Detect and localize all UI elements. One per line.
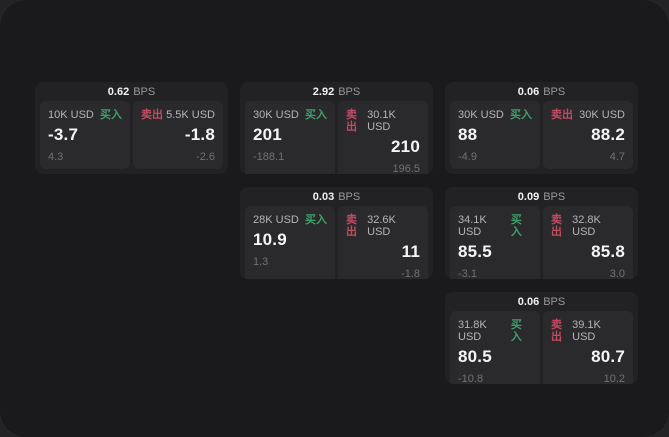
quote-panels: 10K USD 买入 -3.7 4.3 卖出 5.5K USD -1.8 -2.… (35, 98, 228, 174)
bps-unit: BPS (543, 296, 566, 308)
sell-side-label: 卖出 (551, 214, 562, 238)
buy-panel[interactable]: 10K USD 买入 -3.7 4.3 (40, 101, 130, 169)
buy-amount: 31.8K USD (458, 319, 487, 343)
sell-panel[interactable]: 卖出 32.8K USD 85.8 3.0 (543, 206, 633, 279)
sell-sub-value: -1.8 (401, 268, 420, 279)
quote-panels: 31.8K USD 买入 80.5 -10.8 卖出 39.1K USD 80.… (445, 308, 638, 384)
buy-amount: 34.1K USD (458, 214, 487, 238)
buy-panel[interactable]: 31.8K USD 买入 80.5 -10.8 (450, 311, 540, 384)
buy-sub-value: 1.3 (253, 256, 269, 268)
sell-side-label: 卖出 (551, 109, 573, 121)
bps-value: 0.03 (312, 191, 335, 203)
sell-price: 85.8 (591, 242, 625, 261)
bps-header: 2.92 BPS (240, 82, 433, 98)
sell-amount: 30K USD (579, 109, 625, 121)
quote-panels: 34.1K USD 买入 85.5 -3.1 卖出 32.8K USD 85.8… (445, 203, 638, 279)
sell-amount: 32.6K USD (367, 214, 396, 238)
sell-amount: 39.1K USD (572, 319, 601, 343)
bps-unit: BPS (543, 191, 566, 203)
bps-unit: BPS (133, 86, 156, 98)
bps-header: 0.03 BPS (240, 187, 433, 203)
sell-side-label: 卖出 (141, 109, 163, 121)
buy-sub-value: -188.1 (253, 151, 285, 163)
sell-price: 11 (401, 242, 420, 261)
quote-card: 0.06 BPS 31.8K USD 买入 80.5 -10.8 卖出 39.1… (445, 292, 638, 384)
bps-value: 0.62 (107, 86, 130, 98)
bps-header: 0.06 BPS (445, 292, 638, 308)
buy-price: 88 (458, 125, 478, 144)
sell-panel[interactable]: 卖出 32.6K USD 11 -1.8 (338, 206, 428, 279)
sell-price: 210 (391, 137, 420, 156)
quote-card: 0.09 BPS 34.1K USD 买入 85.5 -3.1 卖出 32.8K… (445, 187, 638, 279)
buy-side-label: 买入 (510, 214, 522, 238)
sell-sub-value: 3.0 (609, 268, 625, 279)
buy-side-label: 买入 (100, 109, 122, 121)
sell-panel[interactable]: 卖出 5.5K USD -1.8 -2.6 (133, 101, 223, 169)
buy-price: 85.5 (458, 242, 492, 261)
buy-amount: 30K USD (253, 109, 299, 121)
sell-amount: 32.8K USD (572, 214, 601, 238)
sell-price: 80.7 (591, 347, 625, 366)
bps-header: 0.62 BPS (35, 82, 228, 98)
buy-price: 201 (253, 125, 282, 144)
sell-panel[interactable]: 卖出 30.1K USD 210 196.5 (338, 101, 428, 174)
quote-card: 2.92 BPS 30K USD 买入 201 -188.1 卖出 30.1K … (240, 82, 433, 174)
sell-side-label: 卖出 (346, 109, 357, 133)
buy-amount: 28K USD (253, 214, 299, 226)
buy-panel[interactable]: 28K USD 买入 10.9 1.3 (245, 206, 335, 279)
buy-panel[interactable]: 30K USD 买入 201 -188.1 (245, 101, 335, 174)
sell-side-label: 卖出 (346, 214, 357, 238)
bps-header: 0.09 BPS (445, 187, 638, 203)
quote-card: 0.06 BPS 30K USD 买入 88 -4.9 卖出 30K USD (445, 82, 638, 174)
buy-side-label: 买入 (510, 109, 532, 121)
quote-panels: 30K USD 买入 88 -4.9 卖出 30K USD 88.2 4.7 (445, 98, 638, 174)
buy-price: -3.7 (48, 125, 79, 144)
bps-value: 0.09 (517, 191, 540, 203)
buy-sub-value: -10.8 (458, 373, 484, 384)
buy-sub-value: -4.9 (458, 151, 477, 163)
buy-price: 80.5 (458, 347, 492, 366)
bps-value: 2.92 (312, 86, 335, 98)
quote-card: 0.62 BPS 10K USD 买入 -3.7 4.3 卖出 5.5K USD (35, 82, 228, 174)
buy-amount: 10K USD (48, 109, 94, 121)
sell-sub-value: 4.7 (609, 151, 625, 163)
buy-side-label: 买入 (510, 319, 522, 343)
bps-unit: BPS (543, 86, 566, 98)
quote-panels: 30K USD 买入 201 -188.1 卖出 30.1K USD 210 1… (240, 98, 433, 174)
sell-panel[interactable]: 卖出 30K USD 88.2 4.7 (543, 101, 633, 169)
bps-unit: BPS (338, 191, 361, 203)
sell-price: -1.8 (184, 125, 215, 144)
buy-price: 10.9 (253, 230, 287, 249)
sell-sub-value: 10.2 (603, 373, 625, 384)
buy-sub-value: 4.3 (48, 151, 64, 163)
buy-sub-value: -3.1 (458, 268, 477, 279)
buy-panel[interactable]: 30K USD 买入 88 -4.9 (450, 101, 540, 169)
sell-sub-value: -2.6 (196, 151, 215, 163)
sell-amount: 30.1K USD (367, 109, 396, 133)
bps-unit: BPS (338, 86, 361, 98)
quote-card-grid: 0.62 BPS 10K USD 买入 -3.7 4.3 卖出 5.5K USD (35, 82, 638, 384)
bps-value: 0.06 (517, 296, 540, 308)
quote-panels: 28K USD 买入 10.9 1.3 卖出 32.6K USD 11 -1.8 (240, 203, 433, 279)
buy-panel[interactable]: 34.1K USD 买入 85.5 -3.1 (450, 206, 540, 279)
buy-amount: 30K USD (458, 109, 504, 121)
sell-side-label: 卖出 (551, 319, 562, 343)
sell-panel[interactable]: 卖出 39.1K USD 80.7 10.2 (543, 311, 633, 384)
sell-price: 88.2 (591, 125, 625, 144)
buy-side-label: 买入 (305, 109, 327, 121)
quote-card: 0.03 BPS 28K USD 买入 10.9 1.3 卖出 32.6K US… (240, 187, 433, 279)
sell-amount: 5.5K USD (166, 109, 215, 121)
bps-value: 0.06 (517, 86, 540, 98)
buy-side-label: 买入 (305, 214, 327, 226)
sell-sub-value: 196.5 (392, 163, 420, 174)
bps-header: 0.06 BPS (445, 82, 638, 98)
